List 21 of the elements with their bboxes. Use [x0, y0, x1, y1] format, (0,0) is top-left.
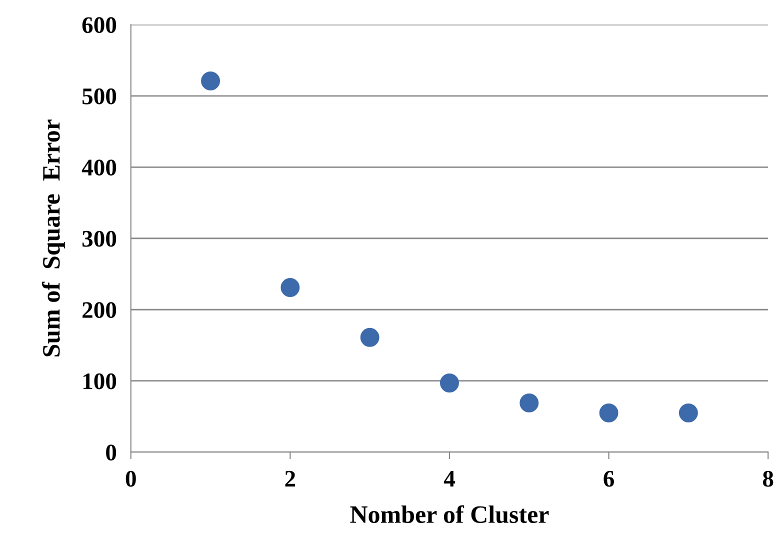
x-tick-label: 4: [444, 470, 455, 487]
x-axis-title: Nomber of Cluster: [350, 505, 549, 524]
point: [280, 278, 300, 298]
point: [599, 403, 618, 422]
point: [520, 393, 539, 412]
point: [201, 71, 220, 90]
y-tick-label: 500: [82, 88, 116, 104]
x-tick-label: 2: [285, 470, 296, 487]
x-tick-label: 8: [762, 470, 774, 487]
y-tick-label: 100: [83, 373, 116, 390]
y-tick-label: 600: [82, 17, 116, 34]
x-tick-label: 0: [126, 470, 136, 487]
x-tick-label: 6: [604, 470, 614, 487]
point: [360, 328, 380, 347]
point: [440, 374, 459, 392]
y-tick-label: 0: [106, 444, 116, 461]
y-axis-title: Sum of Square Error: [42, 120, 65, 356]
y-tick-label: 400: [82, 160, 116, 176]
point: [678, 403, 698, 422]
y-tick-label: 200: [82, 302, 116, 318]
y-tick-label: 300: [82, 230, 116, 247]
